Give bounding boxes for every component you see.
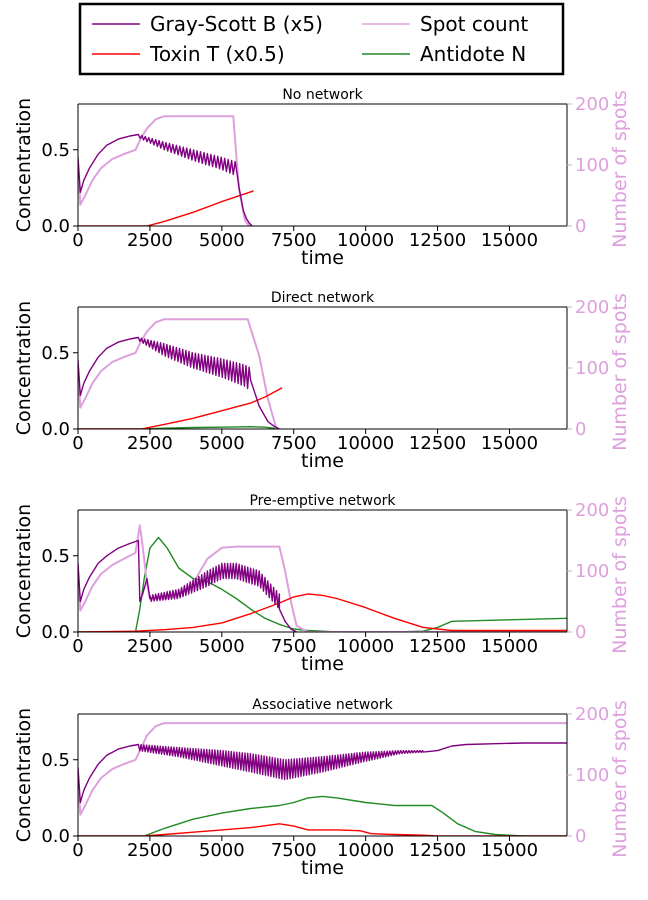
panel-title: Associative network bbox=[252, 697, 393, 713]
plot-area bbox=[78, 524, 567, 632]
plot-area bbox=[78, 115, 254, 226]
x-axis-label: time bbox=[301, 247, 344, 269]
y-tick-label: 0.0 bbox=[41, 419, 70, 440]
panel-direct-network: Direct network 0 2500 5000 7500 10000 12500 150… bbox=[13, 290, 631, 472]
x-tick-label: 7500 bbox=[271, 840, 317, 861]
y-tick-label: 0.5 bbox=[41, 140, 70, 161]
spot-count-line bbox=[78, 722, 567, 816]
panel-title: No network bbox=[282, 87, 363, 103]
legend-label-spot-count: Spot count bbox=[420, 12, 528, 36]
x-tick-label: 0 bbox=[72, 636, 83, 657]
y-tick-label: 0.0 bbox=[41, 826, 70, 847]
toxin-t-line bbox=[78, 387, 283, 429]
y-tick-label: 0.0 bbox=[41, 216, 70, 237]
y-axis-label: Concentration bbox=[13, 504, 35, 638]
x-tick-label: 7500 bbox=[271, 636, 317, 657]
x-tick-label: 5000 bbox=[199, 230, 245, 251]
y2-tick-label: 100 bbox=[575, 561, 609, 582]
x-tick-label: 10000 bbox=[337, 230, 394, 251]
y2-axis-label: Number of spots bbox=[609, 496, 631, 654]
y-axis-label: Concentration bbox=[13, 98, 35, 232]
x-tick-label: 7500 bbox=[271, 433, 317, 454]
gray-scott-b-line bbox=[78, 133, 253, 226]
y2-tick-label: 0 bbox=[575, 419, 586, 440]
y-axis-label: Concentration bbox=[13, 708, 35, 842]
x-tick-label: 10000 bbox=[337, 840, 394, 861]
y2-tick-label: 200 bbox=[575, 704, 609, 725]
x-tick-label: 5000 bbox=[199, 433, 245, 454]
x-tick-label: 2500 bbox=[127, 433, 173, 454]
x-axis-label: time bbox=[301, 857, 344, 879]
y-tick-label: 0.0 bbox=[41, 622, 70, 643]
toxin-t-line bbox=[78, 823, 567, 836]
x-axis-label: time bbox=[301, 450, 344, 472]
x-axis-label: time bbox=[301, 653, 344, 675]
x-tick-label: 12500 bbox=[409, 433, 466, 454]
legend-label-antidote: Antidote N bbox=[420, 42, 526, 66]
antidote-n-line bbox=[78, 795, 567, 836]
y2-tick-label: 100 bbox=[575, 358, 609, 379]
gray-scott-b-line bbox=[78, 539, 297, 632]
x-tick-label: 12500 bbox=[409, 840, 466, 861]
legend-box bbox=[78, 2, 565, 76]
y2-axis-label: Number of spots bbox=[609, 90, 631, 248]
x-tick-label: 15000 bbox=[481, 433, 538, 454]
panel-title: Direct network bbox=[271, 290, 375, 306]
y2-axis-label: Number of spots bbox=[609, 293, 631, 451]
y-tick-label: 0.5 bbox=[41, 343, 70, 364]
panel-pre-emptive-network: Pre-emptive network 0 2500 5000 7500 10000 125… bbox=[13, 493, 631, 675]
y2-tick-label: 200 bbox=[575, 500, 609, 521]
y-tick-label: 0.5 bbox=[41, 546, 70, 567]
panel-no-network: No network 0 2500 5000 7500 10000 12500 15000 0.… bbox=[13, 87, 631, 269]
y2-tick-label: 200 bbox=[575, 94, 609, 115]
x-tick-label: 15000 bbox=[481, 840, 538, 861]
x-tick-label: 0 bbox=[72, 433, 83, 454]
y2-tick-label: 100 bbox=[575, 765, 609, 786]
y2-tick-label: 0 bbox=[575, 622, 586, 643]
x-tick-label: 5000 bbox=[199, 636, 245, 657]
y-tick-label: 0.5 bbox=[41, 750, 70, 771]
y2-tick-label: 0 bbox=[575, 826, 586, 847]
spot-count-line bbox=[78, 115, 250, 226]
toxin-t-line bbox=[78, 593, 567, 632]
plot-area bbox=[78, 318, 283, 429]
x-tick-label: 12500 bbox=[409, 636, 466, 657]
plot-area bbox=[78, 722, 567, 836]
y2-tick-label: 100 bbox=[575, 155, 609, 176]
legend-label-gray-scott: Gray-Scott B (x5) bbox=[150, 12, 323, 36]
x-tick-label: 15000 bbox=[481, 230, 538, 251]
x-tick-label: 0 bbox=[72, 230, 83, 251]
x-tick-label: 0 bbox=[72, 840, 83, 861]
spot-count-line bbox=[78, 318, 278, 429]
x-tick-label: 5000 bbox=[199, 840, 245, 861]
antidote-n-line bbox=[78, 536, 567, 632]
gray-scott-b-line bbox=[78, 336, 280, 429]
x-tick-label: 10000 bbox=[337, 433, 394, 454]
x-tick-label: 2500 bbox=[127, 840, 173, 861]
y2-tick-label: 0 bbox=[575, 216, 586, 237]
legend: Gray-Scott B (x5) Spot count Toxin T (x0… bbox=[78, 2, 565, 76]
y-axis-label: Concentration bbox=[13, 301, 35, 435]
toxin-t-line bbox=[78, 190, 254, 226]
y2-tick-label: 200 bbox=[575, 297, 609, 318]
spot-count-line bbox=[78, 524, 567, 632]
x-tick-label: 7500 bbox=[271, 230, 317, 251]
x-tick-label: 10000 bbox=[337, 636, 394, 657]
legend-label-toxin: Toxin T (x0.5) bbox=[149, 42, 285, 66]
x-tick-label: 15000 bbox=[481, 636, 538, 657]
panel-title: Pre-emptive network bbox=[249, 493, 396, 509]
x-tick-label: 2500 bbox=[127, 636, 173, 657]
panel-associative-network: Associative network 0 2500 5000 7500 10000 125… bbox=[13, 697, 631, 879]
gray-scott-b-line bbox=[78, 742, 567, 804]
y2-axis-label: Number of spots bbox=[609, 700, 631, 858]
x-tick-label: 2500 bbox=[127, 230, 173, 251]
x-tick-label: 12500 bbox=[409, 230, 466, 251]
